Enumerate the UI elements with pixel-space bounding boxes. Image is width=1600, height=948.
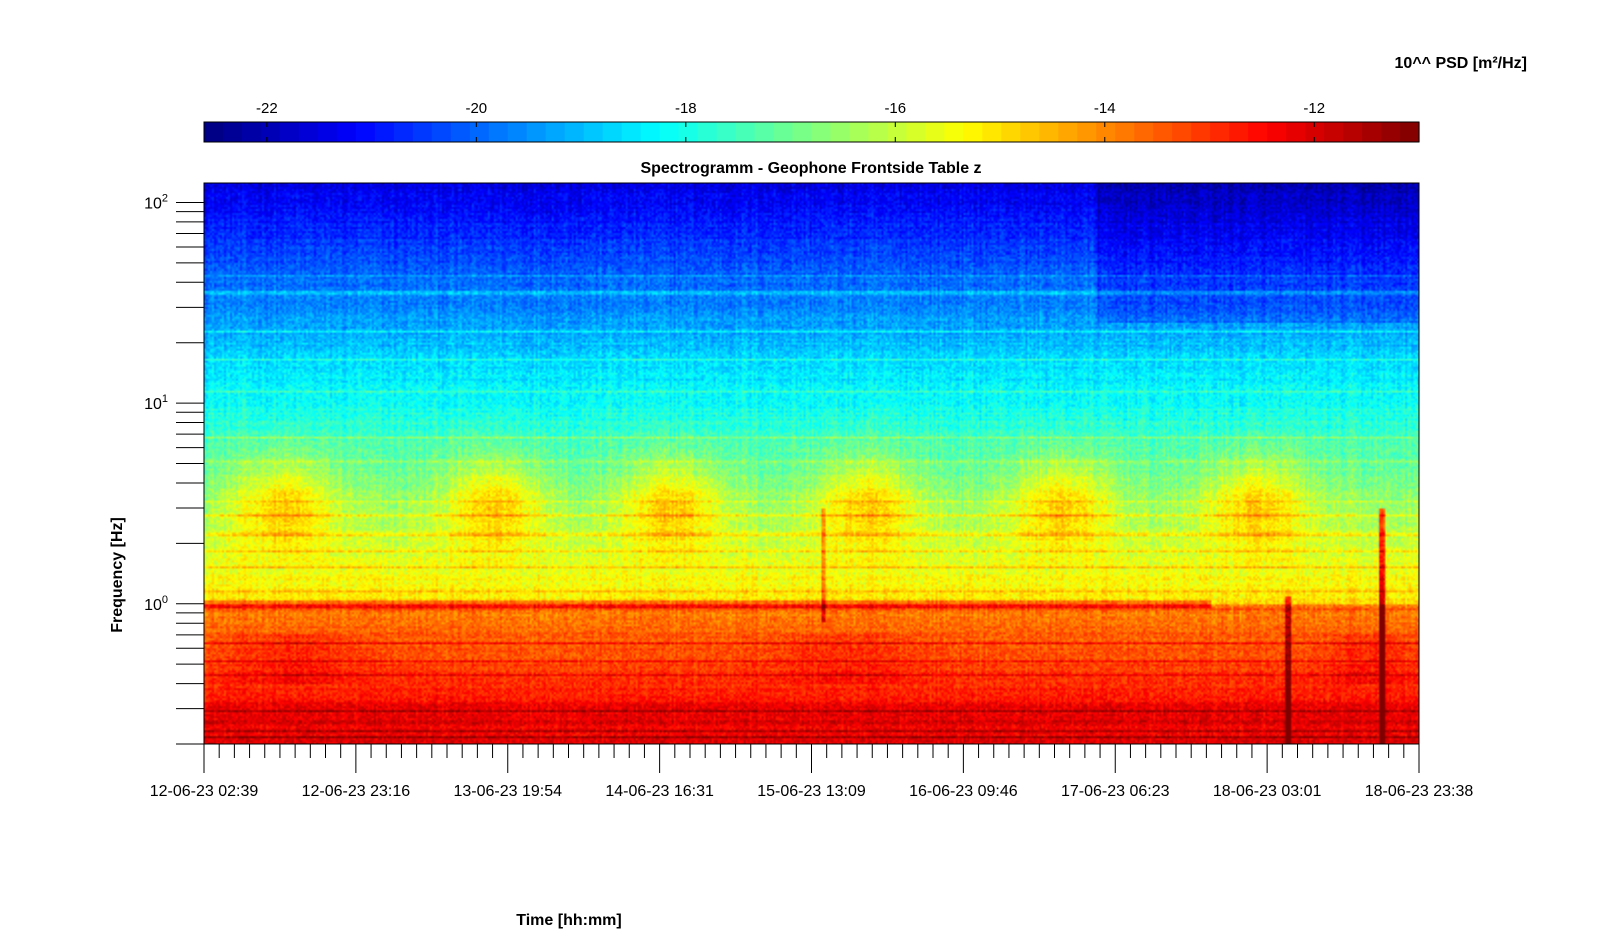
y-tick-exponent: 2 (162, 192, 168, 204)
colorbar-frame (203, 121, 1420, 143)
y-tick-label: 101 (144, 393, 168, 413)
y-tick-label: 100 (144, 594, 168, 614)
y-tick-exponent: 0 (162, 594, 168, 606)
colorbar-tick-label: -18 (675, 100, 697, 117)
x-tick-label: 13-06-23 19:54 (453, 783, 562, 800)
colorbar-tick-label: -12 (1303, 100, 1325, 117)
y-tick-base: 10 (144, 195, 162, 212)
x-tick-label: 16-06-23 09:46 (909, 783, 1018, 800)
colorbar-tick-label: -14 (1094, 100, 1116, 117)
y-tick-exponent: 1 (162, 393, 168, 405)
colorbar-tick-label: -22 (256, 100, 278, 117)
colorbar-label: 10^^ PSD [m²/Hz] (1395, 55, 1527, 72)
x-tick-label: 12-06-23 02:39 (150, 783, 259, 800)
y-tick-label: 102 (144, 192, 168, 212)
x-tick-label: 14-06-23 16:31 (605, 783, 714, 800)
x-tick-label: 18-06-23 23:38 (1365, 783, 1474, 800)
y-tick-base: 10 (144, 396, 162, 413)
spectrogram-image (204, 183, 1419, 744)
y-tick-base: 10 (144, 597, 162, 614)
colorbar: -22 -20 -18 -16 -14 -12 (203, 100, 1420, 143)
colorbar-tick-label: -16 (884, 100, 906, 117)
chart-title: Spectrogramm - Geophone Frontside Table … (640, 160, 981, 177)
y-axis-label: Frequency [Hz] (109, 517, 126, 633)
x-tick-label: 18-06-23 03:01 (1213, 783, 1322, 800)
x-tick-label: 15-06-23 13:09 (757, 783, 866, 800)
colorbar-tick-label: -20 (465, 100, 487, 117)
x-tick-label: 17-06-23 06:23 (1061, 783, 1170, 800)
x-axis-label: Time [hh:mm] (516, 912, 621, 929)
x-tick-label: 12-06-23 23:16 (302, 783, 411, 800)
